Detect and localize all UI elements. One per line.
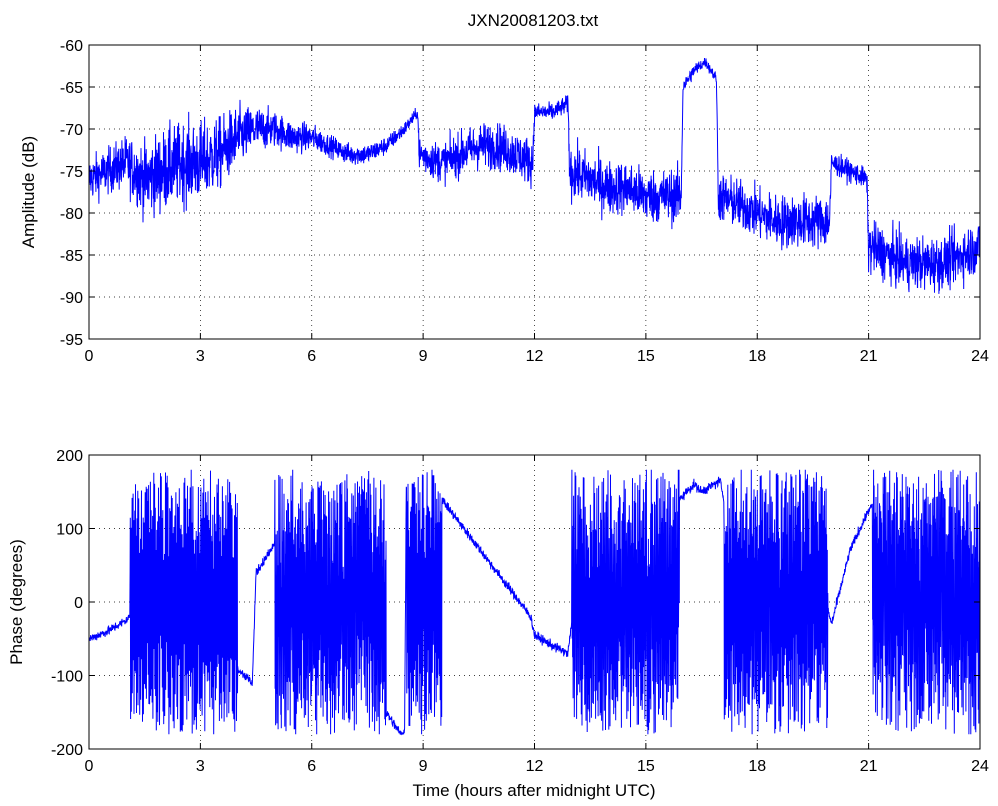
- amplitude-y-tick-label: -90: [60, 290, 83, 307]
- phase-plot: 0 3 6 9 12 15 18 21 24 -200 -100 0 100 200 Phase (de…: [7, 448, 989, 800]
- phase-series-line: [88, 469, 981, 736]
- amplitude-plot: 0 3 6 9 12 15 18 21 24 -95-90-85-80-75-70-65-60 …: [19, 38, 989, 365]
- amplitude-plot-area: [89, 45, 980, 339]
- amplitude-grid: [89, 45, 980, 339]
- amplitude-x-tick-label: 0: [85, 348, 94, 365]
- amplitude-y-tick-labels: -95 -90 -85 -80 -75 -70 -65 -60: [60, 38, 83, 349]
- phase-x-tick-label: 18: [748, 758, 766, 775]
- amplitude-x-tick-labels: 0 3 6 9 12 15 18 21 24: [85, 348, 989, 365]
- phase-x-tick-label: 6: [307, 758, 316, 775]
- amplitude-y-tick-label: -95: [60, 332, 83, 349]
- amplitude-x-tick-label: 12: [526, 348, 544, 365]
- phase-y-tick-label: 100: [56, 522, 83, 539]
- phase-x-tick-label: 15: [637, 758, 655, 775]
- amplitude-y-tick-label: -75: [60, 164, 83, 181]
- phase-y-tick-labels: -200 -100 0 100 200: [51, 448, 83, 759]
- amplitude-x-tick-label: 21: [860, 348, 878, 365]
- amplitude-x-tick-label: 9: [419, 348, 428, 365]
- amplitude-y-axis-title: Amplitude (dB): [19, 136, 38, 248]
- phase-x-axis-title: Time (hours after midnight UTC): [412, 781, 655, 800]
- phase-y-axis-title: Phase (degrees): [7, 539, 26, 665]
- figure-title: JXN20081203.txt: [468, 11, 599, 30]
- amplitude-y-tick-label: -60: [60, 38, 83, 55]
- phase-y-tick-label: 200: [56, 448, 83, 465]
- amplitude-x-tick-label: 18: [748, 348, 766, 365]
- amplitude-y-tick-label: -70: [60, 122, 83, 139]
- amplitude-ticks: [88, 44, 981, 340]
- amplitude-x-tick-label: 24: [971, 348, 989, 365]
- phase-y-tick-label: 0: [74, 595, 83, 612]
- phase-ticks: [88, 454, 981, 750]
- amplitude-x-tick-label: 6: [307, 348, 316, 365]
- phase-x-tick-label: 3: [196, 758, 205, 775]
- amplitude-y-tick-label: -85: [60, 248, 83, 265]
- phase-x-tick-label: 0: [85, 758, 94, 775]
- phase-y-tick-label: -200: [51, 742, 83, 759]
- phase-x-tick-labels: 0 3 6 9 12 15 18 21 24: [85, 758, 989, 775]
- phase-y-tick-label: -100: [51, 669, 83, 686]
- amplitude-series-line: [88, 57, 981, 294]
- amplitude-x-tick-label: 15: [637, 348, 655, 365]
- amplitude-y-tick-label: -65: [60, 80, 83, 97]
- phase-x-tick-label: 24: [971, 758, 989, 775]
- phase-x-tick-label: 21: [860, 758, 878, 775]
- phase-x-tick-label: 12: [526, 758, 544, 775]
- amplitude-x-tick-label: 3: [196, 348, 205, 365]
- amplitude-y-tick-label: -80: [60, 206, 83, 223]
- phase-x-tick-label: 9: [419, 758, 428, 775]
